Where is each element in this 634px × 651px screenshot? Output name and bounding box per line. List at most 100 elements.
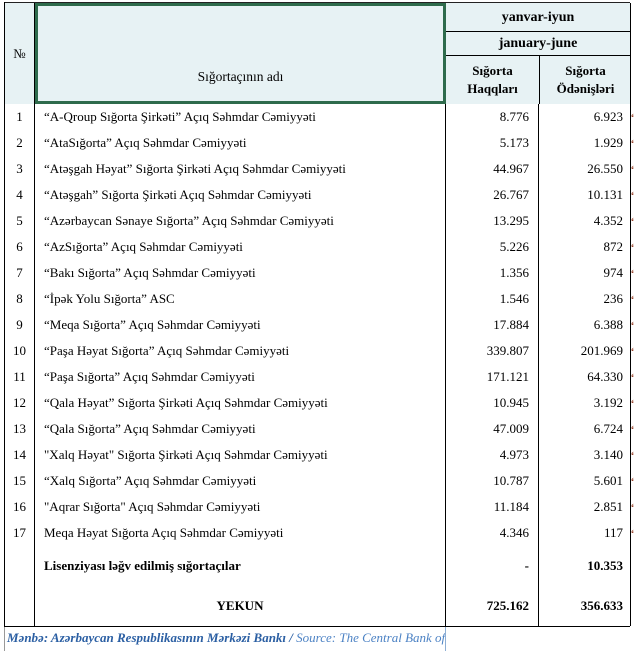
column-header-premiums: Sığorta Haqqları	[467, 63, 518, 96]
row-number: 3	[5, 156, 35, 182]
payments-value: 6.923	[539, 104, 631, 130]
table-row: 7 “Bakı Sığorta” Açıq Səhmdar Cəmiyyəti 1.…	[5, 260, 631, 286]
table-row: 3 “Atəşgah Həyat” Sığorta Şirkəti Açıq Sə…	[5, 156, 631, 182]
payments-value: 6.388	[539, 312, 631, 338]
total-payments-value: 356.633	[539, 586, 631, 626]
clipped-next-column-mark: “	[631, 340, 634, 366]
row-number: 15	[5, 468, 35, 494]
table-row: 2 “AtaSığorta” Açıq Səhmdar Cəmiyyəti 5.17…	[5, 130, 631, 156]
payments-value: 2.851	[539, 494, 631, 520]
source-note: Mənbə: Azərbaycan Respublikasının Mərkəz…	[4, 627, 630, 651]
company-name: “Paşa Həyat Sığorta” Açıq Səhmdar Cəmiyy…	[35, 338, 446, 364]
column-header-insurer-name: Sığortaçının adı	[35, 3, 446, 104]
row-number-cell	[5, 586, 35, 626]
payments-value: 1.929	[539, 130, 631, 156]
payments-value: 872	[539, 234, 631, 260]
table-row: 12 “Qala Həyat” Sığorta Şirkəti Açıq Səhm…	[5, 390, 631, 416]
company-name: "Xalq Həyat" Sığorta Şirkəti Açıq Səhmda…	[35, 442, 446, 468]
table-row: 15 “Xalq Sığorta” Açıq Səhmdar Cəmiyyəti 1…	[5, 468, 631, 494]
payments-value: 26.550	[539, 156, 631, 182]
row-number: 13	[5, 416, 35, 442]
clipped-next-column-mark: “	[631, 496, 634, 522]
total-label: YEKUN	[35, 586, 446, 626]
row-number: 12	[5, 390, 35, 416]
payments-value: 201.969	[539, 338, 631, 364]
cropped-next-column-strip: “““““““““““““““““	[631, 106, 634, 548]
premiums-value: 1.546	[446, 286, 539, 312]
table-row: 1 “A-Qroup Sığorta Şirkəti” Açıq Səhmdar …	[5, 104, 631, 130]
table-header: № Sığortaçının adı yanvar-iyun january-j…	[5, 2, 631, 104]
row-number: 9	[5, 312, 35, 338]
company-name: “Xalq Sığorta” Açıq Səhmdar Cəmiyyəti	[35, 468, 446, 494]
clipped-next-column-mark: “	[631, 106, 634, 132]
premiums-value: 11.184	[446, 494, 539, 520]
table-row: 6 “AzSığorta” Açıq Səhmdar Cəmiyyəti 5.226…	[5, 234, 631, 260]
premiums-value: 13.295	[446, 208, 539, 234]
table-row: 9 “Meqa Sığorta” Açıq Səhmdar Cəmiyyəti 17…	[5, 312, 631, 338]
total-row: YEKUN 725.162 356.633	[5, 586, 631, 626]
row-number: 5	[5, 208, 35, 234]
row-number: 14	[5, 442, 35, 468]
premiums-value: 26.767	[446, 182, 539, 208]
clipped-next-column-mark: “	[631, 210, 634, 236]
premiums-value: 10.945	[446, 390, 539, 416]
clipped-next-column-mark: “	[631, 262, 634, 288]
table-row: 4 “Atəşgah” Sığorta Şirkəti Açıq Səhmdar …	[5, 182, 631, 208]
premiums-value: 47.009	[446, 416, 539, 442]
insurer-name-label: Sığortaçının adı	[197, 69, 284, 84]
company-name: “Atəşgah” Sığorta Şirkəti Açıq Səhmdar C…	[35, 182, 446, 208]
clipped-next-column-mark: “	[631, 470, 634, 496]
payments-value: 3.140	[539, 442, 631, 468]
row-number: 7	[5, 260, 35, 286]
payments-value: 4.352	[539, 208, 631, 234]
revoked-premiums-value: -	[446, 546, 539, 586]
clipped-next-column-mark: “	[631, 366, 634, 392]
premiums-value: 5.226	[446, 234, 539, 260]
period-label-en: january-june	[446, 32, 630, 56]
company-name: “AtaSığorta” Açıq Səhmdar Cəmiyyəti	[35, 130, 446, 156]
value-column-headers: Sığorta Haqqları Sığorta Ödənişləri	[446, 56, 630, 104]
row-number-cell	[5, 546, 35, 586]
company-name: “A-Qroup Sığorta Şirkəti” Açıq Səhmdar C…	[35, 104, 446, 130]
period-label-az: yanvar-iyun	[446, 3, 630, 32]
company-name: “Qala Həyat” Sığorta Şirkəti Açıq Səhmda…	[35, 390, 446, 416]
table-row: 16 "Aqrar Sığorta" Açıq Səhmdar Cəmiyyəti…	[5, 494, 631, 520]
company-name: "Aqrar Sığorta" Açıq Səhmdar Cəmiyyəti	[35, 494, 446, 520]
payments-value: 5.601	[539, 468, 631, 494]
clipped-next-column-mark: “	[631, 314, 634, 340]
premiums-value: 10.787	[446, 468, 539, 494]
company-name: “Azərbaycan Sənaye Sığorta” Açıq Səhmdar…	[35, 208, 446, 234]
table-row: 17 Meqa Həyat Sığorta Açıq Səhmdar Cəmiyy…	[5, 520, 631, 546]
payments-value: 64.330	[539, 364, 631, 390]
column-header-payments: Sığorta Ödənişləri	[539, 56, 631, 104]
insurance-table: № Sığortaçının adı yanvar-iyun january-j…	[4, 2, 631, 627]
company-name: “Meqa Sığorta” Açıq Səhmdar Cəmiyyəti	[35, 312, 446, 338]
table-row: 5 “Azərbaycan Sənaye Sığorta” Açıq Səhmda…	[5, 208, 631, 234]
clipped-next-column-mark: “	[631, 184, 634, 210]
revoked-insurers-row: Lisenziyası ləğv edilmiş sığortaçılar - …	[5, 546, 631, 586]
revoked-insurers-label: Lisenziyası ləğv edilmiş sığortaçılar	[35, 546, 446, 586]
premiums-value: 44.967	[446, 156, 539, 182]
row-number: 10	[5, 338, 35, 364]
row-number: 11	[5, 364, 35, 390]
table-row: 8 “İpək Yolu Sığorta” ASC 1.546 236	[5, 286, 631, 312]
clipped-next-column-mark: “	[631, 392, 634, 418]
row-number: 1	[5, 104, 35, 130]
column-header-no: №	[5, 3, 35, 104]
premiums-value: 17.884	[446, 312, 539, 338]
table-body: 1 “A-Qroup Sığorta Şirkəti” Açıq Səhmdar …	[5, 104, 631, 546]
company-name: “Bakı Sığorta” Açıq Səhmdar Cəmiyyəti	[35, 260, 446, 286]
premiums-value: 4.973	[446, 442, 539, 468]
company-name: “Atəşgah Həyat” Sığorta Şirkəti Açıq Səh…	[35, 156, 446, 182]
clipped-next-column-mark: “	[631, 418, 634, 444]
payments-value: 974	[539, 260, 631, 286]
clipped-next-column-mark: “	[631, 522, 634, 548]
table-row: 14 "Xalq Həyat" Sığorta Şirkəti Açıq Səhm…	[5, 442, 631, 468]
source-text-en: Source: The Central Bank of the Rep	[296, 630, 446, 645]
source-note-clip: Mənbə: Azərbaycan Respublikasının Mərkəz…	[5, 627, 446, 651]
company-name: “AzSığorta” Açıq Səhmdar Cəmiyyəti	[35, 234, 446, 260]
source-text-az: Mənbə: Azərbaycan Respublikasının Mərkəz…	[7, 630, 297, 645]
payments-value: 10.131	[539, 182, 631, 208]
premiums-value: 1.356	[446, 260, 539, 286]
payments-value: 3.192	[539, 390, 631, 416]
